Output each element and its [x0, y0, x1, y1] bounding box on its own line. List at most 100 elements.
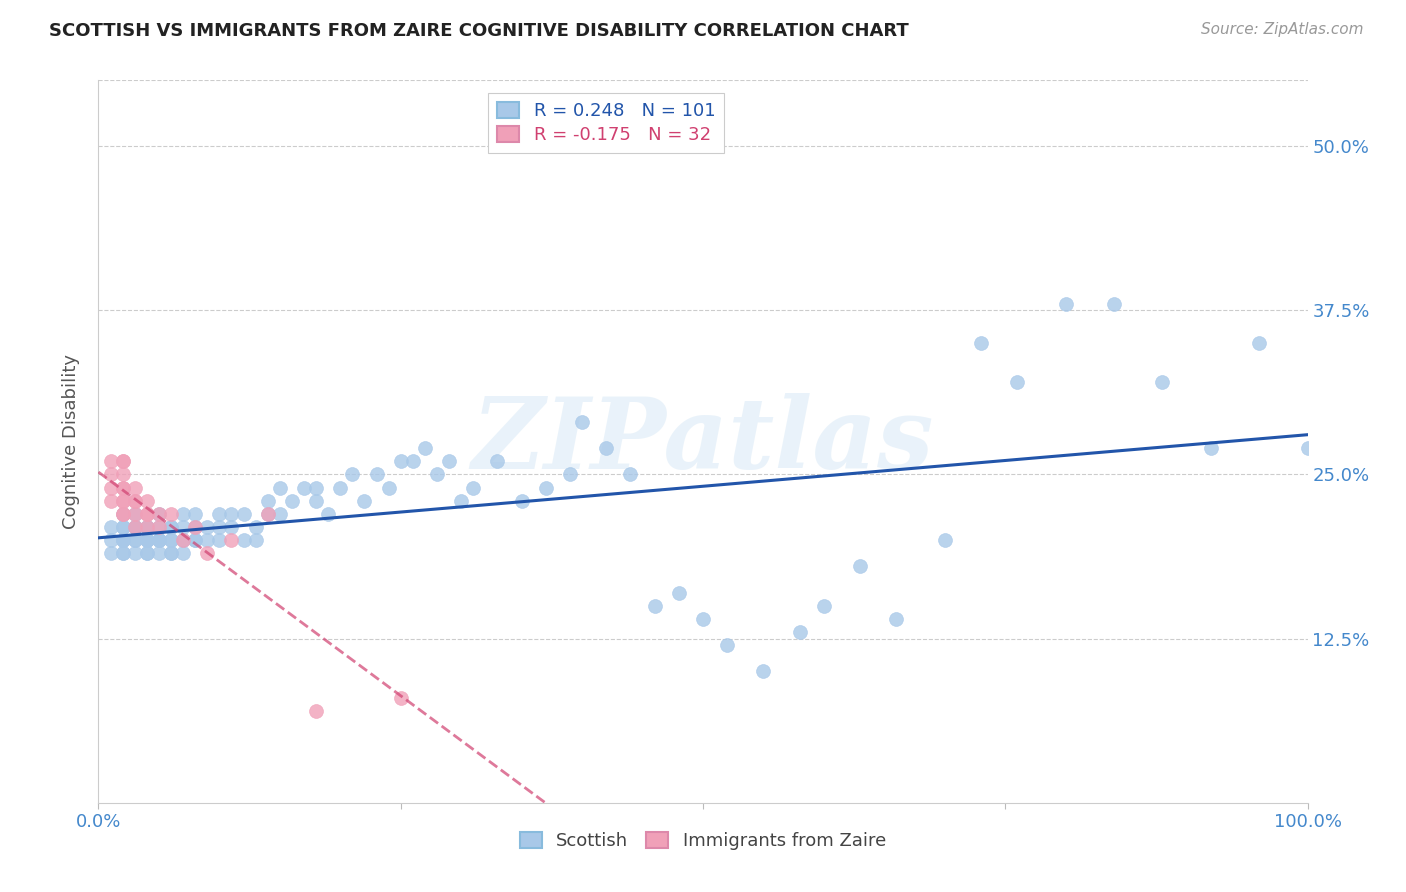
Point [571, 415, 593, 429]
Y-axis label: Cognitive Disability: Cognitive Disability [62, 354, 80, 529]
Point [970, 336, 993, 351]
Point [160, 533, 183, 547]
Point [366, 467, 388, 482]
Point [377, 481, 399, 495]
Point [305, 704, 328, 718]
Point [269, 481, 291, 495]
Point [124, 520, 146, 534]
Point [100, 454, 122, 468]
Point [172, 520, 194, 534]
Point [148, 520, 170, 534]
Point [716, 638, 738, 652]
Point [124, 507, 146, 521]
Text: ZIPatlas: ZIPatlas [472, 393, 934, 490]
Point [124, 546, 146, 560]
Point [886, 612, 908, 626]
Point [221, 507, 243, 521]
Point [124, 507, 146, 521]
Point [160, 520, 183, 534]
Point [195, 533, 218, 547]
Point [148, 520, 170, 534]
Point [195, 520, 218, 534]
Point [256, 493, 278, 508]
Point [342, 467, 364, 482]
Point [1007, 376, 1029, 390]
Point [124, 481, 146, 495]
Point [281, 493, 304, 508]
Point [160, 507, 183, 521]
Point [111, 493, 134, 508]
Point [100, 533, 122, 547]
Point [256, 507, 278, 521]
Text: SCOTTISH VS IMMIGRANTS FROM ZAIRE COGNITIVE DISABILITY CORRELATION CHART: SCOTTISH VS IMMIGRANTS FROM ZAIRE COGNIT… [49, 22, 908, 40]
Point [644, 599, 666, 613]
Point [124, 493, 146, 508]
Point [111, 493, 134, 508]
Point [111, 546, 134, 560]
Point [292, 481, 315, 495]
Point [595, 441, 617, 455]
Point [111, 507, 134, 521]
Point [111, 454, 134, 468]
Point [160, 520, 183, 534]
Point [111, 546, 134, 560]
Point [135, 520, 157, 534]
Point [402, 454, 425, 468]
Point [437, 454, 460, 468]
Point [1199, 441, 1222, 455]
Point [135, 533, 157, 547]
Point [316, 507, 339, 521]
Point [135, 533, 157, 547]
Legend: Scottish, Immigrants from Zaire: Scottish, Immigrants from Zaire [512, 822, 894, 859]
Point [619, 467, 641, 482]
Point [111, 481, 134, 495]
Point [752, 665, 775, 679]
Point [148, 546, 170, 560]
Point [184, 533, 207, 547]
Point [221, 533, 243, 547]
Point [111, 454, 134, 468]
Point [849, 559, 872, 574]
Point [135, 493, 157, 508]
Point [111, 520, 134, 534]
Point [195, 546, 218, 560]
Point [172, 507, 194, 521]
Point [1102, 296, 1125, 310]
Point [232, 507, 254, 521]
Point [813, 599, 835, 613]
Point [789, 625, 811, 640]
Point [100, 467, 122, 482]
Point [208, 533, 231, 547]
Point [100, 546, 122, 560]
Point [160, 546, 183, 560]
Point [124, 533, 146, 547]
Point [245, 533, 267, 547]
Point [426, 467, 449, 482]
Point [184, 520, 207, 534]
Point [389, 690, 412, 705]
Point [305, 493, 328, 508]
Point [148, 507, 170, 521]
Point [486, 454, 509, 468]
Point [111, 507, 134, 521]
Point [692, 612, 714, 626]
Point [245, 520, 267, 534]
Point [111, 520, 134, 534]
Point [111, 533, 134, 547]
Point [111, 507, 134, 521]
Point [329, 481, 352, 495]
Point [232, 533, 254, 547]
Point [100, 493, 122, 508]
Point [160, 546, 183, 560]
Point [1296, 441, 1319, 455]
Point [208, 507, 231, 521]
Point [208, 520, 231, 534]
Point [172, 546, 194, 560]
Point [124, 493, 146, 508]
Point [135, 546, 157, 560]
Point [1152, 376, 1174, 390]
Point [305, 481, 328, 495]
Point [148, 533, 170, 547]
Point [510, 493, 533, 508]
Point [172, 533, 194, 547]
